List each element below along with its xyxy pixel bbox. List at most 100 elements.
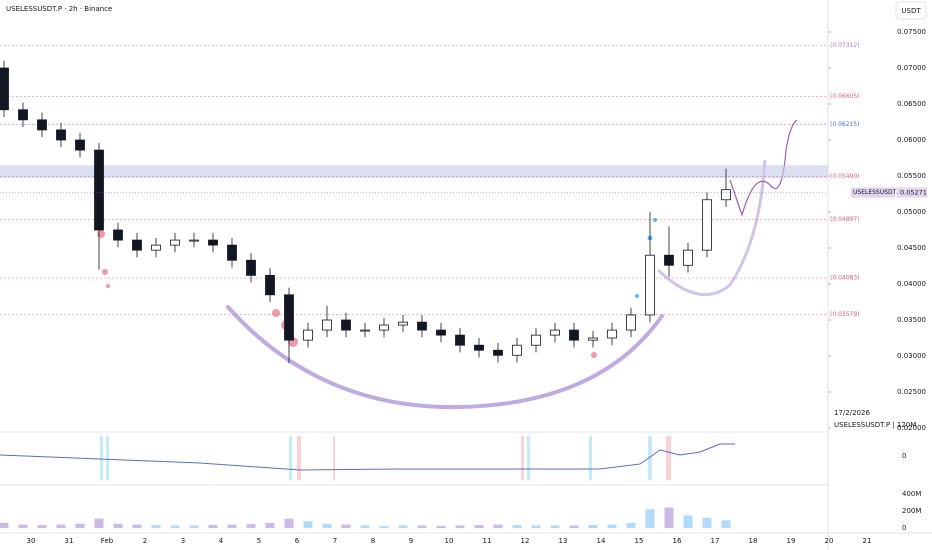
- volume-bar: [208, 525, 218, 528]
- projection-drawing: [729, 119, 798, 217]
- candle-body: [645, 254, 655, 316]
- candle-body: [607, 329, 617, 339]
- candle-body: [588, 337, 598, 341]
- x-tick-label: 17: [711, 537, 720, 545]
- x-tick-label: 10: [445, 537, 454, 545]
- x-tick-label: 2: [143, 537, 147, 545]
- volume-bar: [18, 524, 28, 528]
- volume-bar: [227, 524, 237, 528]
- x-tick-label: 12: [521, 537, 530, 545]
- volume-tick-label: 200M: [902, 507, 921, 515]
- chart-title: USELESSUSDT.P · 2h · Binance: [6, 5, 112, 13]
- x-tick-label: 30: [27, 537, 36, 545]
- candle-body: [626, 314, 636, 331]
- x-tick-label: 16: [673, 537, 682, 545]
- volume-bar: [322, 523, 332, 528]
- last-price: 0.05271: [900, 188, 927, 196]
- candle-body: [113, 229, 123, 241]
- y-tick-label: 0.02500: [897, 388, 926, 396]
- candle-body: [493, 349, 503, 356]
- x-tick-label: 13: [559, 537, 568, 545]
- candle-body: [0, 67, 9, 111]
- y-tick-label: 0.07000: [897, 64, 926, 72]
- y-tick-label: 0.02000: [897, 424, 926, 432]
- y-tick-label: 0.04500: [897, 244, 926, 252]
- x-tick-label: 15: [635, 537, 644, 545]
- volume-bar: [626, 522, 636, 528]
- candle-body: [284, 294, 294, 341]
- volume-bar: [417, 525, 427, 528]
- y-tick-label: 0.07500: [897, 28, 926, 36]
- candle-body: [474, 344, 484, 351]
- candle-body: [94, 149, 104, 231]
- candle-body: [360, 329, 370, 332]
- currency[interactable]: USDT: [901, 7, 921, 15]
- x-tick-label: 14: [597, 537, 606, 545]
- volume-bar: [151, 525, 161, 528]
- y-tick-label: 0.06000: [897, 136, 926, 144]
- legend-text: USELESSUSDT.P | 120M: [834, 421, 916, 429]
- volume-bar: [341, 524, 351, 528]
- symbol-tag: USELESSUSDT.P: [853, 189, 901, 196]
- y-tick-label: 0.04000: [897, 280, 926, 288]
- volume-bar: [550, 525, 560, 528]
- volume-tick-label: 0: [902, 524, 906, 532]
- volume-bar: [702, 517, 712, 528]
- volume-bar: [531, 525, 541, 528]
- volume-bar: [246, 524, 256, 528]
- volume-bar: [607, 524, 617, 528]
- volume-tick-label: 400M: [902, 490, 921, 498]
- candle-body: [132, 239, 142, 251]
- x-tick-label: 5: [257, 537, 261, 545]
- y-tick-label: 0.05000: [897, 208, 926, 216]
- x-tick-label: 9: [409, 537, 413, 545]
- y-tick-label: 0.06500: [897, 100, 926, 108]
- y-tick-label: 0.03500: [897, 316, 926, 324]
- volume-bar: [132, 524, 142, 528]
- volume-bar: [436, 525, 446, 528]
- x-tick-label: 8: [371, 537, 375, 545]
- indicator-bands: [100, 436, 671, 480]
- candle-body: [569, 329, 579, 341]
- volume-bar: [360, 525, 370, 528]
- level-label: (0.03579): [830, 311, 860, 318]
- candle-body: [303, 329, 313, 341]
- volume-bar: [113, 523, 123, 528]
- x-tick-label: 11: [483, 537, 492, 545]
- indicator-tick-label: 0: [902, 452, 906, 460]
- volume-bar: [170, 525, 180, 528]
- x-tick-label: Feb: [101, 537, 114, 545]
- volume-bar: [683, 515, 693, 528]
- candle-body: [151, 244, 161, 251]
- x-tick-label: 7: [333, 537, 337, 545]
- candle-body: [436, 329, 446, 336]
- candle-body: [683, 249, 693, 266]
- handle-drawing: [656, 159, 767, 297]
- x-tick-label: 3: [181, 537, 185, 545]
- candle-body: [531, 334, 541, 346]
- volume-bar: [75, 523, 85, 528]
- x-tick-label: 18: [749, 537, 758, 545]
- level-label: (0.06605): [830, 93, 860, 100]
- zone: [0, 165, 828, 179]
- candle-body: [341, 319, 351, 331]
- candle-body: [379, 324, 389, 331]
- x-tick-label: 4: [219, 537, 224, 545]
- level-label: (0.06215): [830, 121, 860, 128]
- x-tick-label: 6: [295, 537, 300, 545]
- candle-body: [170, 239, 180, 246]
- candle-body: [189, 239, 199, 242]
- volume-bar: [455, 525, 465, 528]
- currency-box[interactable]: [895, 1, 927, 20]
- candle-body: [550, 329, 560, 336]
- volume-bar: [474, 525, 484, 528]
- candle-body: [398, 321, 408, 326]
- volume-bar: [512, 525, 522, 528]
- candle-body: [18, 109, 28, 121]
- candle-body: [417, 321, 427, 331]
- x-tick-label: 21: [863, 537, 872, 545]
- volume-bar: [265, 522, 275, 528]
- volume-bar: [189, 525, 199, 528]
- candle-body: [37, 119, 47, 131]
